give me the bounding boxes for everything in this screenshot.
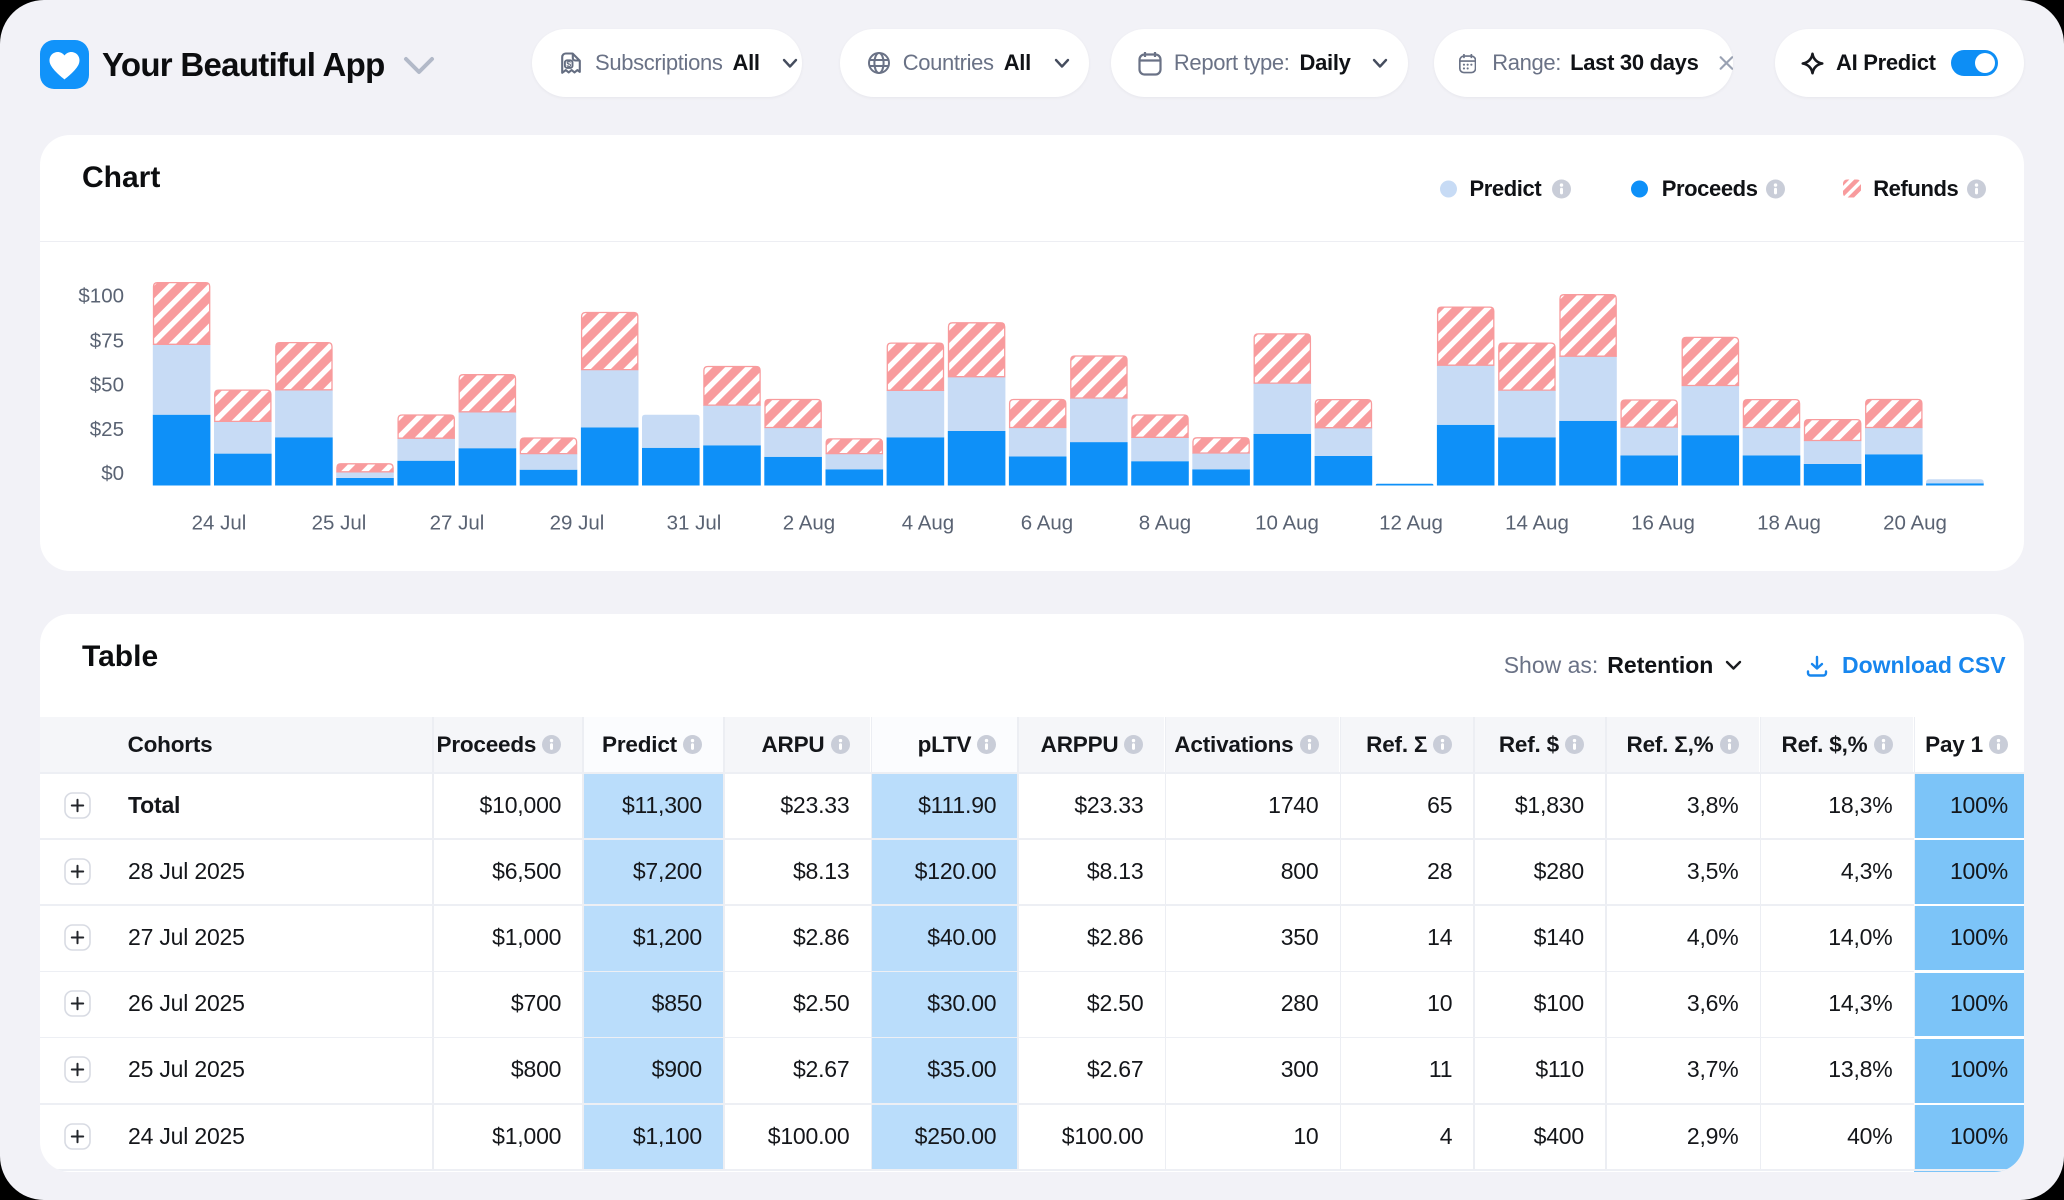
svg-text:8 Aug: 8 Aug [1139,512,1191,535]
svg-text:27 Jul: 27 Jul [430,512,485,535]
svg-text:14 Aug: 14 Aug [1505,512,1569,535]
svg-text:$0: $0 [101,462,124,485]
svg-text:31 Jul: 31 Jul [667,512,722,535]
svg-text:18 Aug: 18 Aug [1757,512,1821,535]
svg-text:20 Aug: 20 Aug [1883,512,1947,535]
svg-text:$25: $25 [90,418,124,441]
svg-text:$100: $100 [78,285,124,308]
svg-text:6 Aug: 6 Aug [1021,512,1073,535]
svg-text:16 Aug: 16 Aug [1631,512,1695,535]
svg-text:$50: $50 [90,374,124,397]
svg-text:29 Jul: 29 Jul [550,512,605,535]
svg-text:4 Aug: 4 Aug [902,512,954,535]
svg-text:25 Jul: 25 Jul [312,512,367,535]
svg-text:10 Aug: 10 Aug [1255,512,1319,535]
svg-text:$75: $75 [90,330,124,353]
svg-text:2 Aug: 2 Aug [783,512,835,535]
svg-text:24 Jul: 24 Jul [192,512,247,535]
svg-text:$: $ [566,58,571,68]
svg-text:12 Aug: 12 Aug [1379,512,1443,535]
